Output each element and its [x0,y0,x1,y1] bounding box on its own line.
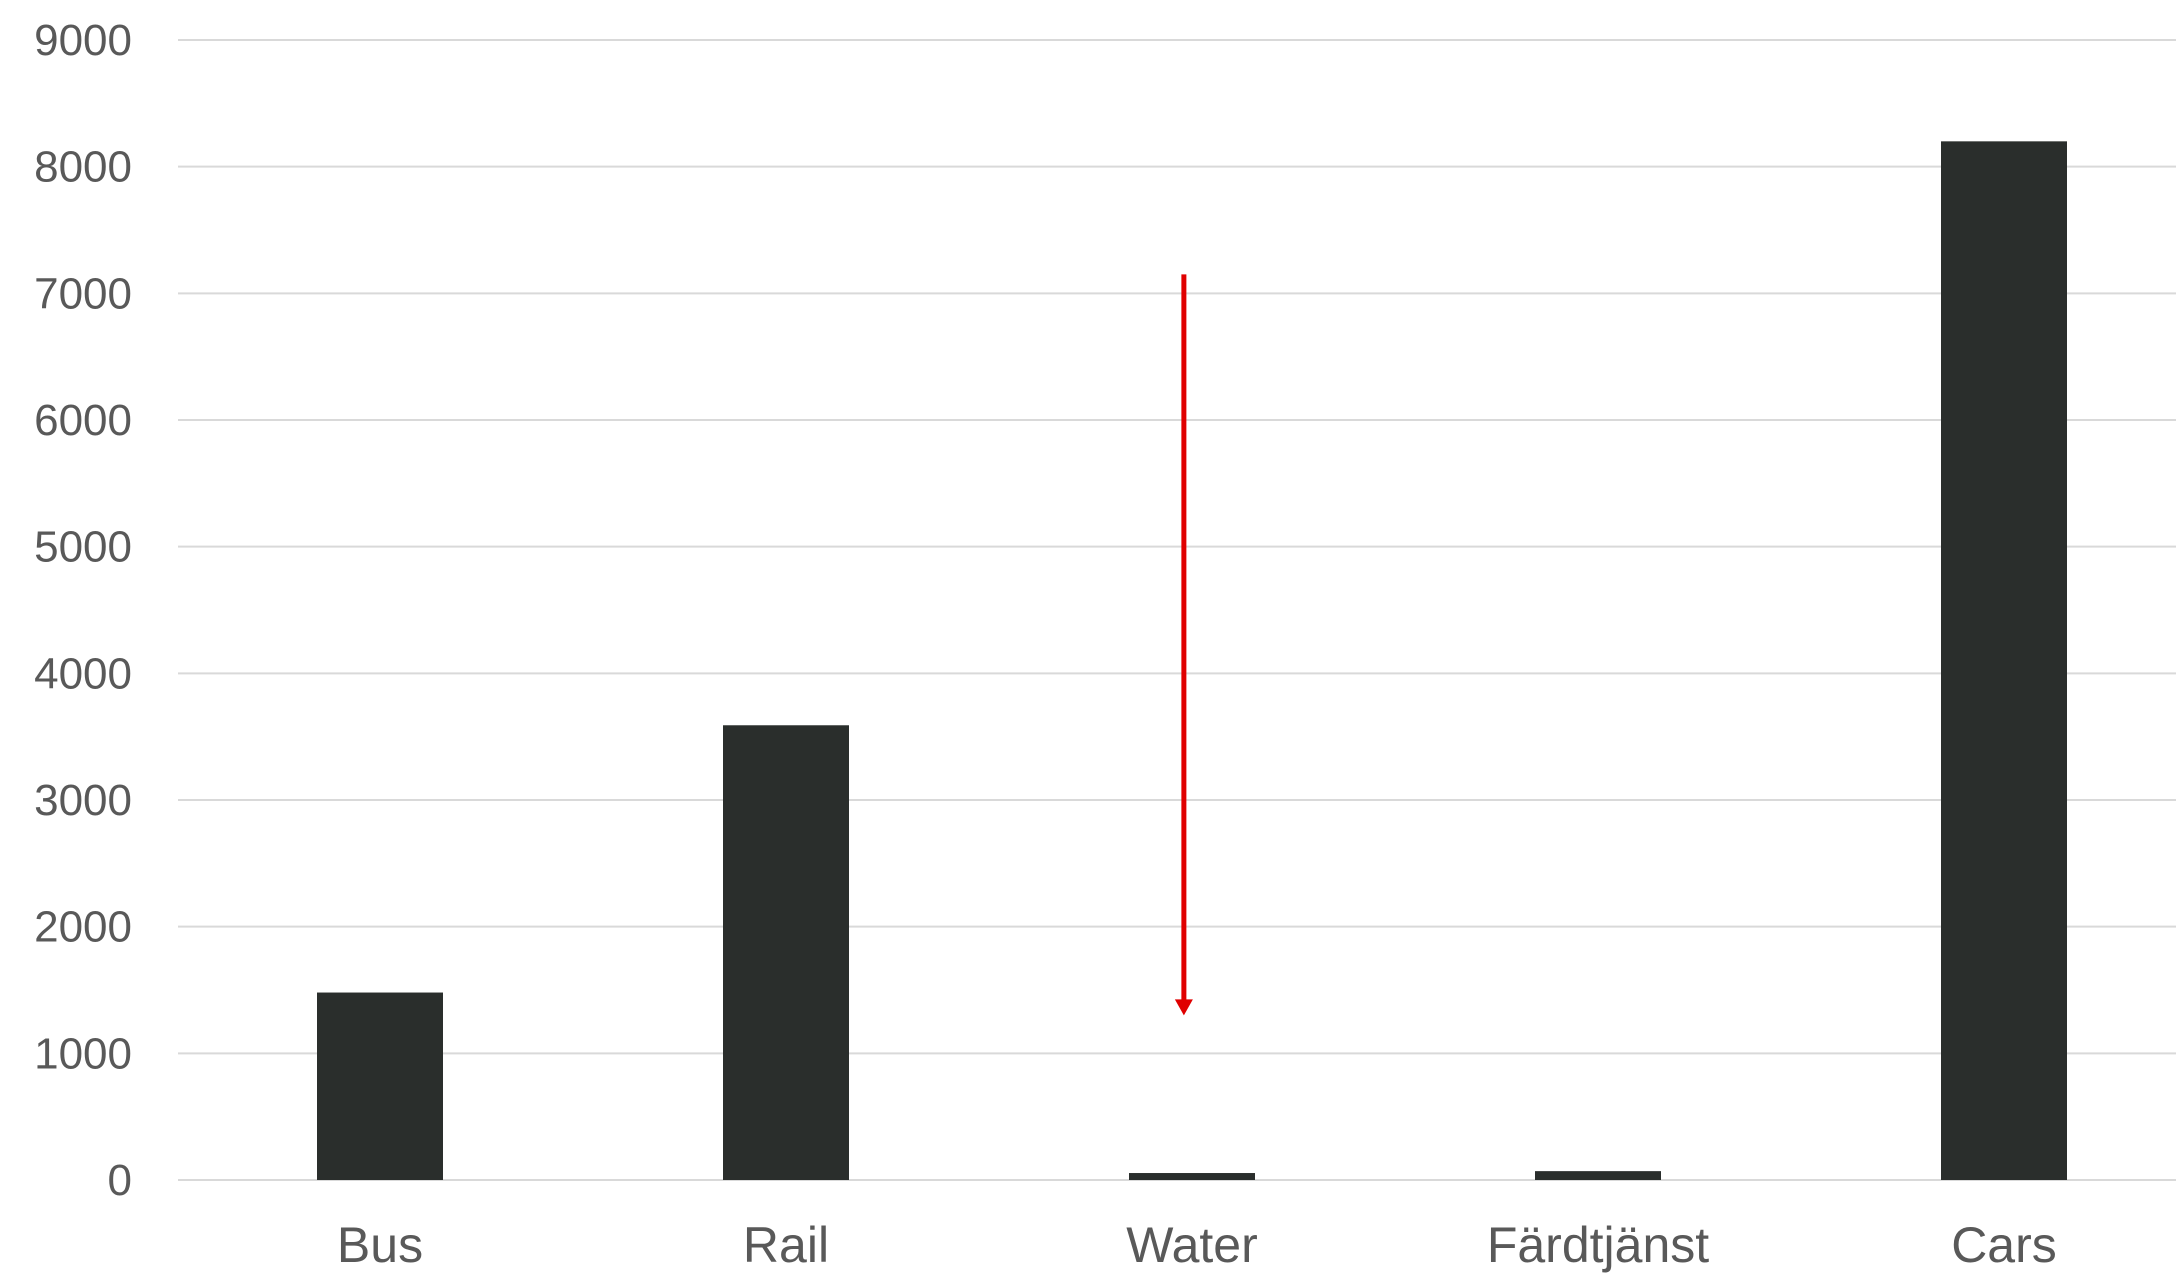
x-category-label: Rail [743,1217,829,1273]
y-tick-label: 8000 [34,143,132,192]
y-tick-label: 9000 [34,16,132,65]
bars [317,141,2067,1180]
y-tick-label: 3000 [34,776,132,825]
y-tick-label: 6000 [34,396,132,445]
y-tick-label: 7000 [34,269,132,318]
y-tick-label: 5000 [34,523,132,572]
bar-bus [317,992,443,1180]
annotations [1174,274,1193,1016]
y-tick-label: 0 [108,1156,132,1205]
x-category-label: Water [1126,1217,1258,1273]
bar-water [1129,1173,1255,1180]
y-axis-tick-labels: 0 1000 2000 3000 4000 5000 6000 7000 8000 9000 [34,16,132,1205]
annotation-arrow-head [1174,999,1193,1016]
y-tick-label: 4000 [34,649,132,698]
bar-f-rdtj-nst [1535,1171,1661,1180]
x-axis-category-labels: Bus Rail Water Färdtjänst Cars [337,1217,2057,1273]
gridlines [178,39,2176,1181]
y-tick-label: 2000 [34,903,132,952]
x-category-label: Bus [337,1217,423,1273]
x-category-label: Färdtjänst [1487,1217,1709,1273]
bar-cars [1941,141,2067,1180]
y-tick-label: 1000 [34,1029,132,1078]
bar-rail [723,725,849,1180]
x-category-label: Cars [1951,1217,2057,1273]
